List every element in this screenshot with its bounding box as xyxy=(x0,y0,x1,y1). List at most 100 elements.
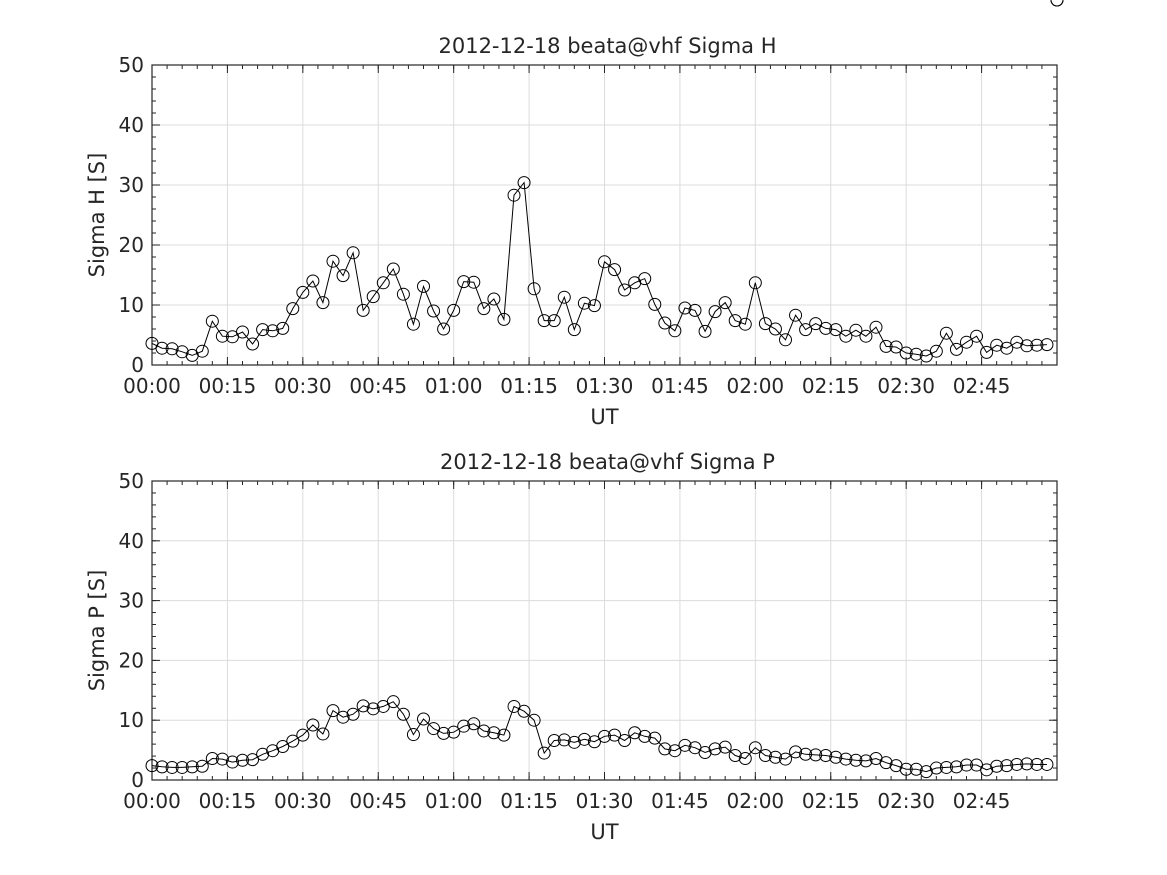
x-tick-label: 01:00 xyxy=(425,789,483,813)
data-point xyxy=(678,301,692,315)
data-point xyxy=(215,752,229,766)
x-tick-label: 00:15 xyxy=(199,374,257,398)
data-point xyxy=(577,732,591,746)
data-point xyxy=(779,752,792,766)
data-point xyxy=(839,752,853,766)
data-point xyxy=(929,344,943,358)
data-point xyxy=(990,759,1004,773)
data-point xyxy=(839,329,853,343)
x-tick-label: 01:45 xyxy=(651,374,709,398)
data-point xyxy=(598,729,611,743)
y-tick-label: 40 xyxy=(119,529,144,553)
series-markers xyxy=(145,0,1064,779)
data-point xyxy=(236,753,249,767)
data-point xyxy=(960,758,973,772)
data-point xyxy=(205,751,219,765)
x-tick-label: 02:00 xyxy=(727,789,785,813)
data-point xyxy=(980,345,994,359)
x-tick-label: 00:45 xyxy=(349,374,407,398)
axes-box xyxy=(151,64,1058,366)
data-point xyxy=(698,745,712,759)
data-point xyxy=(256,323,270,337)
y-axis-label: Sigma H [S] xyxy=(85,153,109,278)
data-point xyxy=(507,188,521,202)
data-point xyxy=(829,323,843,337)
x-tick-label: 00:30 xyxy=(274,789,332,813)
data-point xyxy=(447,725,461,739)
data-point xyxy=(738,317,752,331)
data-point xyxy=(587,735,601,749)
y-tick-label: 50 xyxy=(119,469,144,493)
data-point xyxy=(638,272,652,286)
data-point xyxy=(346,246,360,260)
y-axis-label: Sigma P [S] xyxy=(85,570,109,692)
data-point xyxy=(688,303,702,317)
data-point xyxy=(497,728,511,742)
data-point xyxy=(386,695,400,709)
data-point xyxy=(417,712,430,726)
data-point xyxy=(598,255,611,269)
data-point xyxy=(447,303,461,317)
data-point xyxy=(246,337,260,351)
data-point xyxy=(165,342,179,356)
data-point xyxy=(437,322,451,336)
data-point xyxy=(256,747,270,761)
data-point xyxy=(437,726,451,740)
data-point xyxy=(276,321,290,335)
data-point xyxy=(567,735,581,749)
data-point xyxy=(889,340,903,354)
data-point xyxy=(145,759,159,773)
data-point xyxy=(869,320,883,334)
data-point xyxy=(1050,0,1064,7)
data-point xyxy=(225,755,239,769)
data-point xyxy=(768,750,782,764)
y-tick-label: 40 xyxy=(119,113,144,137)
x-tick-label: 01:30 xyxy=(576,374,634,398)
data-point xyxy=(286,302,300,316)
data-point xyxy=(628,726,642,740)
data-point xyxy=(879,339,893,353)
data-point xyxy=(718,296,732,310)
data-point xyxy=(487,726,501,740)
data-point xyxy=(1000,759,1014,773)
data-point xyxy=(386,262,400,276)
data-point xyxy=(175,345,189,359)
data-point xyxy=(618,734,632,748)
data-point xyxy=(577,296,591,310)
data-point xyxy=(618,283,632,297)
data-point xyxy=(326,704,340,718)
data-point xyxy=(748,741,762,755)
data-point xyxy=(668,324,682,338)
data-point xyxy=(728,748,742,762)
data-point xyxy=(1000,341,1014,355)
data-point xyxy=(356,303,370,317)
data-point xyxy=(789,745,803,759)
data-point xyxy=(366,702,380,716)
x-tick-label: 00:15 xyxy=(199,789,257,813)
data-point xyxy=(195,759,209,773)
x-tick-label: 01:15 xyxy=(500,374,558,398)
data-point xyxy=(557,290,571,304)
data-point xyxy=(286,734,300,748)
data-point xyxy=(708,305,722,319)
data-point xyxy=(949,342,963,356)
x-tick-label: 02:45 xyxy=(953,789,1011,813)
data-point xyxy=(195,344,209,358)
axes-box xyxy=(151,480,1058,781)
data-point xyxy=(960,335,973,349)
data-point xyxy=(758,317,772,331)
y-tick-label: 20 xyxy=(119,233,144,257)
data-point xyxy=(748,276,762,290)
data-point xyxy=(487,292,501,306)
data-point xyxy=(608,728,622,742)
data-point xyxy=(799,323,813,337)
data-point xyxy=(949,760,963,774)
data-point xyxy=(155,341,169,355)
data-point xyxy=(246,753,260,767)
data-point xyxy=(799,747,813,761)
x-tick-label: 00:00 xyxy=(123,789,181,813)
data-point xyxy=(1050,0,1064,7)
data-point xyxy=(728,314,742,328)
data-point xyxy=(296,728,310,742)
data-point xyxy=(648,297,662,311)
